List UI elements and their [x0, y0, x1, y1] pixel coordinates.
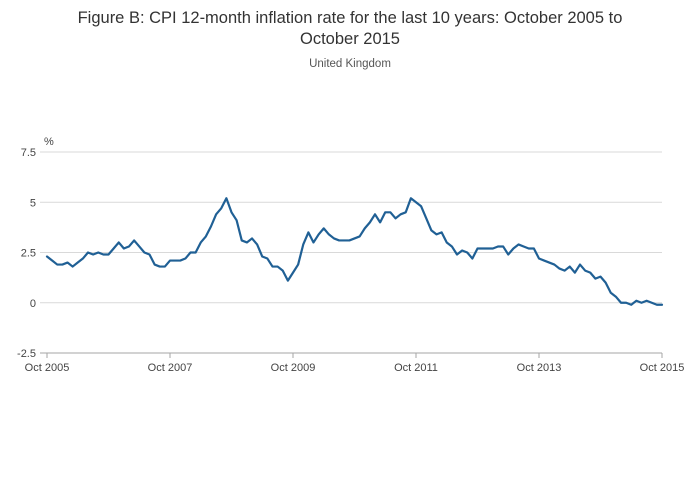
x-tick-label: Oct 2015: [640, 362, 685, 374]
cpi-inflation-line: [45, 197, 664, 306]
x-tick-label: Oct 2013: [517, 362, 562, 374]
x-tick-label: Oct 2009: [271, 362, 316, 374]
y-tick-label: -2.5: [17, 348, 36, 360]
chart-subtitle: United Kingdom: [309, 58, 391, 70]
y-tick-label: 7.5: [21, 147, 36, 159]
chart-title: Figure B: CPI 12-month inflation rate fo…: [77, 9, 623, 48]
x-tick-label: Oct 2007: [148, 362, 193, 374]
x-tick-label: Oct 2011: [394, 362, 438, 374]
y-tick-label: 2.5: [21, 248, 36, 260]
y-tick-label: 0: [30, 298, 36, 310]
x-tick-label: Oct 2005: [25, 362, 70, 374]
y-tick-label: 5: [30, 197, 36, 209]
y-axis-unit-label: %: [44, 136, 54, 148]
